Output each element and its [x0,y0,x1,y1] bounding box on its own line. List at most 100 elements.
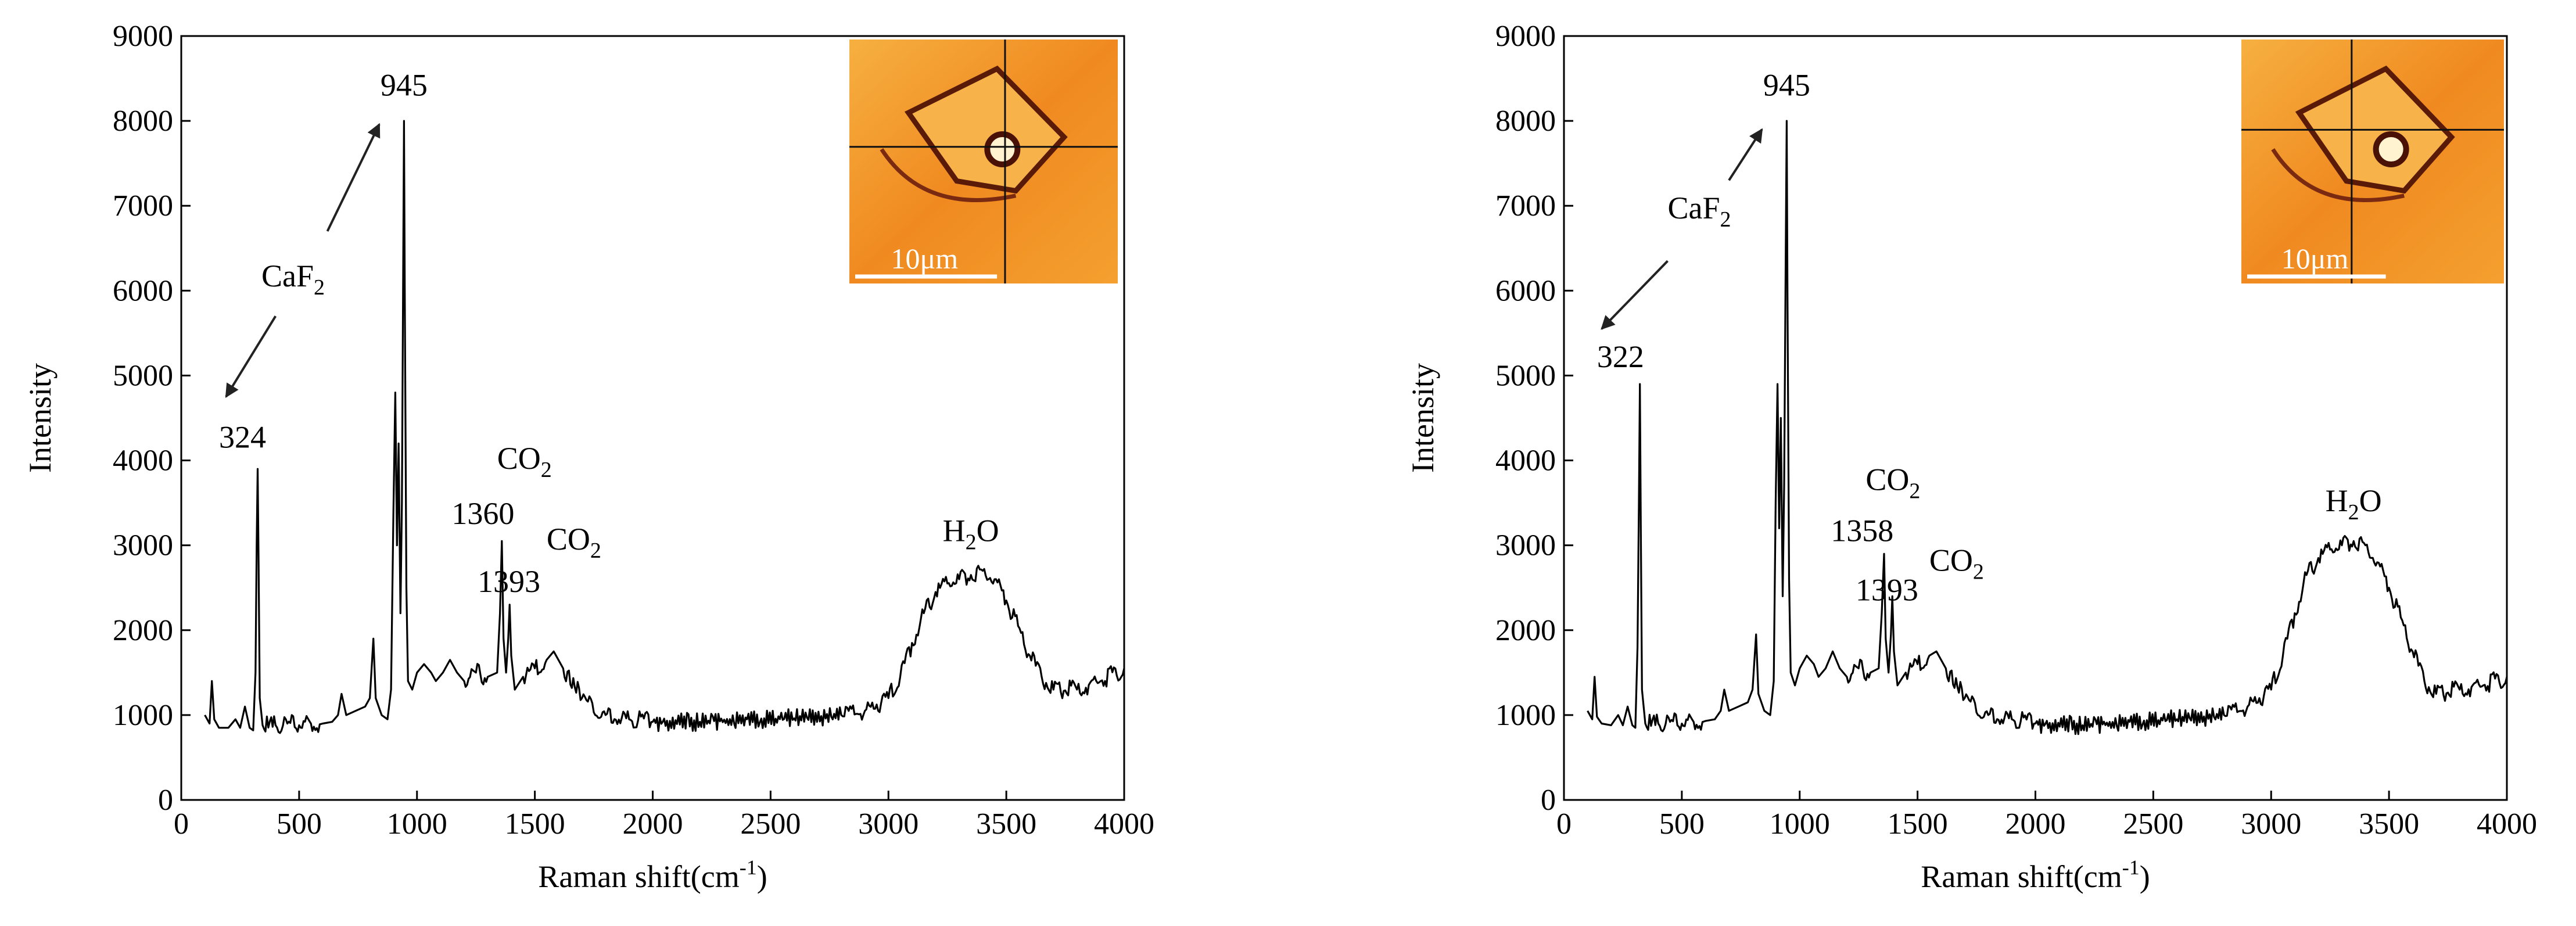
peak-label-tail: O [977,513,999,548]
y-tick-label: 1000 [113,699,173,732]
peak-label: 324 [219,420,266,455]
peak-label-tail: O [2359,483,2382,518]
peak-label-text: CaF [261,259,314,293]
x-tick-label: 3000 [858,807,919,841]
peak-label: CaF2 [1668,191,1731,232]
raman-chart-right: 0 500 1000 1500 2000 2500 3000 3500 4000 0 1000 200… [1389,0,2576,923]
inset-scale-label: 10μm [2281,242,2349,275]
peak-label-sub: 2 [590,539,601,563]
x-tick-label: 0 [1556,807,1572,841]
y-tick-label: 7000 [113,189,173,222]
spectrum-line [204,120,1125,734]
peak-label-text: 322 [1597,339,1644,374]
x-tick-label: 2000 [623,807,683,841]
annotation-arrow [326,123,381,232]
peak-label-text: 1393 [1856,573,1918,608]
x-axis-title: Raman shift(cm-1) [1921,856,2150,894]
x-axis-title-text: Raman shift(cm [538,859,739,894]
x-tick-label: 2500 [2123,807,2183,841]
inset-crystal [904,65,1068,194]
annotation-arrow [225,315,277,399]
peak-label-text: 1360 [451,496,514,531]
peak-label: CaF2 [261,259,325,300]
x-axis-title: Raman shift(cm-1) [538,856,767,894]
peak-label: H2O [943,513,999,554]
x-tick-label: 0 [174,807,189,841]
x-tick-label: 2000 [2005,807,2066,841]
x-tick-label: 1000 [1770,807,1830,841]
spectrum-line [1587,120,2508,735]
peak-label-sub: 2 [541,458,552,482]
peak-label: 322 [1597,339,1644,374]
inset-scale-label: 10μm [891,242,959,275]
peak-label: 945 [1763,67,1810,102]
y-tick-label: 6000 [1495,274,1556,307]
peak-label: 1393 [478,564,540,599]
peak-label: 1360 [451,496,514,531]
peak-label-sub: 2 [1720,207,1731,232]
peak-label: CO2 [497,441,552,482]
y-tick-label: 1000 [1495,699,1556,732]
peak-label-text: CO [497,441,541,476]
y-tick-label: 0 [158,784,173,817]
inset-micrograph: 10μm [2241,40,2504,283]
peak-label: 1358 [1831,513,1893,548]
y-tick-label: 5000 [1495,359,1556,392]
y-tick-label: 7000 [1495,189,1556,222]
peak-label-sub: 2 [966,530,977,554]
y-tick-label: 8000 [1495,105,1556,138]
peak-label-text: H [2326,483,2348,518]
y-tick-label: 3000 [113,529,173,562]
peak-label-text: H [943,513,966,548]
y-tick-label: 5000 [113,359,173,392]
x-tick-label: 2500 [740,807,801,841]
peak-label-sub: 2 [1909,479,1920,504]
chart-svg-left: 0 500 1000 1500 2000 2500 3000 3500 4000 0 1000 200… [23,20,1154,894]
y-tick-label: 9000 [1495,20,1556,53]
y-axis-title: Intensity [1405,363,1440,473]
peak-label-text: 945 [1763,67,1810,102]
inset-edge [2271,148,2405,202]
peak-label-text: 1358 [1831,513,1893,548]
y-tick-label: 4000 [1495,444,1556,478]
peak-label-text: CaF [1668,191,1720,225]
peak-label-text: 324 [219,420,266,455]
y-axis-title: Intensity [23,363,58,473]
x-tick-label: 1000 [387,807,447,841]
y-tick-label: 2000 [1495,614,1556,647]
x-tick-label: 1500 [505,807,565,841]
y-tick-label: 3000 [1495,529,1556,562]
x-tick-label: 4000 [1094,807,1154,841]
x-axis-title-text: Raman shift(cm [1921,859,2122,894]
x-axis-title-sup: -1 [740,856,757,879]
peak-label-sub: 2 [1973,560,1984,584]
x-axis-title-sup: -1 [2122,856,2140,879]
peak-label: CO2 [547,522,601,563]
y-tick-label: 9000 [113,20,173,53]
peak-label: 1393 [1856,573,1918,608]
y-tick-label: 6000 [113,274,173,307]
chart-svg-right: 0 500 1000 1500 2000 2500 3000 3500 4000 0 1000 200… [1405,20,2537,894]
peak-label: 945 [381,67,428,102]
peak-label: CO2 [1865,462,1920,504]
inset-bubble [2373,131,2409,167]
x-tick-label: 4000 [2477,807,2537,841]
inset-edge [880,148,1017,202]
inset-micrograph: 10μm [849,40,1118,283]
peak-label-text: CO [547,522,590,557]
y-tick-label: 4000 [113,444,173,478]
x-tick-label: 3500 [976,807,1036,841]
peak-label-text: 945 [381,67,428,102]
x-tick-label: 500 [1659,807,1705,841]
inset-bubble [984,131,1021,167]
x-axis-title-close: ) [2140,859,2150,894]
y-tick-label: 2000 [113,614,173,647]
x-axis-title-close: ) [757,859,767,894]
y-tick-label: 8000 [113,105,173,138]
peak-label-text: CO [1865,462,1909,497]
peak-label: CO2 [1929,543,1984,584]
annotation-arrow [1728,128,1763,181]
x-tick-label: 3500 [2359,807,2419,841]
x-tick-label: 1500 [1888,807,1948,841]
peak-label-sub: 2 [314,275,325,300]
